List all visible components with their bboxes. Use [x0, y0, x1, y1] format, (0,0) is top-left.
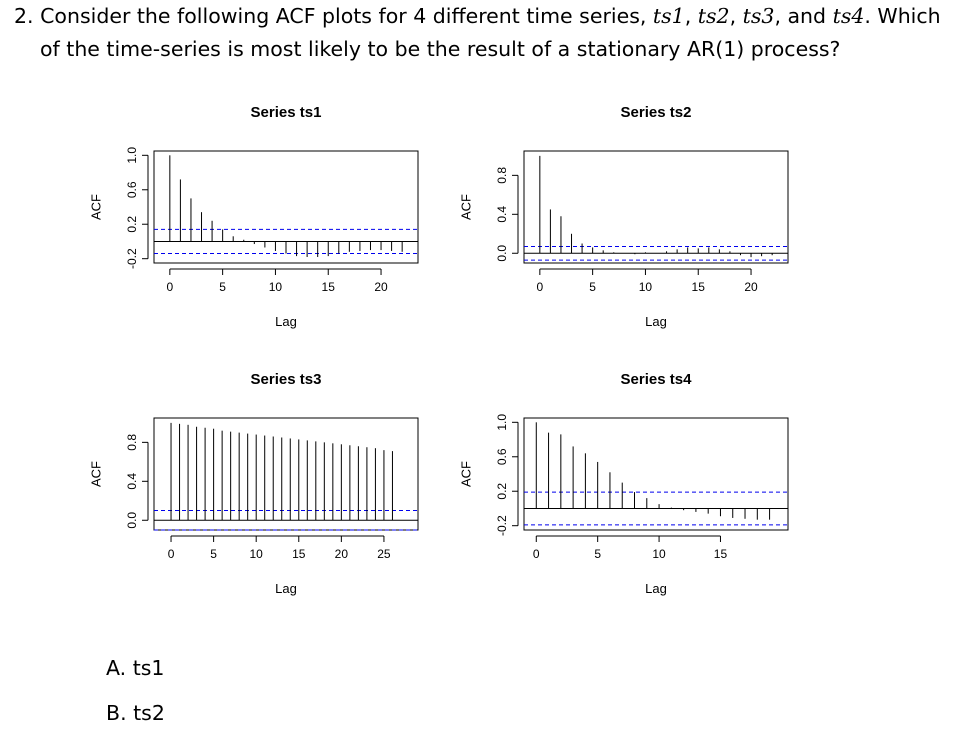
- y-axis-label: ACF: [89, 194, 104, 220]
- question-text-b: . Which: [864, 4, 941, 28]
- x-tick-label: 0: [533, 547, 540, 561]
- x-tick-label: 15: [714, 547, 728, 561]
- x-tick-label: 10: [639, 280, 653, 294]
- answer-options: A. ts1 B. ts2: [106, 656, 165, 746]
- question-text: 2. Consider the following ACF plots for …: [14, 0, 954, 66]
- x-tick-label: 0: [166, 280, 173, 294]
- x-axis-label: Lag: [275, 314, 297, 329]
- question-line-2: of the time-series is most likely to be …: [40, 37, 841, 61]
- y-tick-label: 0.6: [495, 448, 509, 465]
- y-tick-label: 0.2: [125, 216, 139, 233]
- question-number: 2.: [14, 4, 34, 28]
- x-tick-label: 5: [210, 547, 217, 561]
- acf-chart-ts4: Series ts4 0 5 10 15 Lag -0.2 0.2 0.6 1.0 ACF: [459, 371, 789, 596]
- x-tick-label: 15: [292, 547, 306, 561]
- y-tick-label: 0.8: [125, 434, 139, 451]
- option-b-letter: B.: [106, 701, 127, 725]
- x-tick-label: 5: [589, 280, 596, 294]
- chart-title: Series ts1: [251, 104, 322, 121]
- x-tick-label: 20: [374, 280, 388, 294]
- x-tick-label: 10: [652, 547, 666, 561]
- acf-chart-ts1: Series ts1 0 5 10 15 20 Lag -0.2 0.2 0.6 1.0 ACF: [89, 104, 419, 329]
- y-tick-label: 0.4: [125, 473, 139, 490]
- y-tick-label: 1.0: [495, 414, 509, 431]
- question-text-a: Consider the following ACF plots for 4 d…: [40, 4, 653, 28]
- math-ts1: ts1: [652, 4, 685, 28]
- y-tick-label: 1.0: [125, 147, 139, 164]
- chart-title: Series ts3: [251, 371, 322, 388]
- plot-frame: [523, 150, 789, 264]
- plot-frame: [153, 150, 419, 264]
- y-tick-label: 0.0: [125, 512, 139, 529]
- y-tick-label: 0.8: [495, 167, 509, 184]
- sep-2: ,: [729, 4, 743, 28]
- x-axis-label: Lag: [645, 314, 667, 329]
- y-axis-label: ACF: [459, 194, 474, 220]
- x-tick-label: 5: [219, 280, 226, 294]
- question-line-1: 2. Consider the following ACF plots for …: [14, 0, 954, 33]
- x-tick-label: 15: [322, 280, 336, 294]
- plot-frame: [153, 417, 419, 531]
- math-ts3: ts3: [742, 4, 775, 28]
- sep-1: ,: [684, 4, 698, 28]
- x-tick-label: 10: [269, 280, 283, 294]
- x-axis-label: Lag: [645, 581, 667, 596]
- math-ts4: ts4: [832, 4, 865, 28]
- math-ts2: ts2: [697, 4, 730, 28]
- x-tick-label: 20: [335, 547, 349, 561]
- x-tick-label: 10: [250, 547, 264, 561]
- chart-title: Series ts2: [621, 104, 692, 121]
- x-tick-label: 0: [168, 547, 175, 561]
- y-tick-label: -0.2: [125, 248, 139, 269]
- sep-3: , and: [774, 4, 833, 28]
- acf-chart-ts3: Series ts3 0 5 10 15 20 25 Lag 0.0 0.4 0.8 ACF: [89, 371, 419, 596]
- x-tick-label: 5: [594, 547, 601, 561]
- y-axis-label: ACF: [89, 461, 104, 487]
- option-b[interactable]: B. ts2: [106, 701, 165, 746]
- option-a-label: ts1: [132, 656, 165, 680]
- y-tick-label: 0.0: [495, 245, 509, 262]
- x-axis-label: Lag: [275, 581, 297, 596]
- option-b-label: ts2: [133, 701, 165, 725]
- chart-title: Series ts4: [621, 371, 693, 388]
- y-tick-label: -0.2: [495, 515, 509, 536]
- y-tick-label: 0.4: [495, 206, 509, 223]
- option-a[interactable]: A. ts1: [106, 656, 165, 701]
- acf-chart-ts2: Series ts2 0 5 10 15 20 Lag 0.0 0.4 0.8 ACF: [459, 104, 789, 329]
- option-a-letter: A.: [106, 656, 127, 680]
- x-tick-label: 20: [744, 280, 758, 294]
- x-tick-label: 25: [377, 547, 391, 561]
- plot-frame: [523, 417, 789, 531]
- y-tick-label: 0.2: [495, 483, 509, 500]
- y-tick-label: 0.6: [125, 181, 139, 198]
- x-tick-label: 15: [692, 280, 706, 294]
- x-tick-label: 0: [536, 280, 543, 294]
- y-axis-label: ACF: [459, 461, 474, 487]
